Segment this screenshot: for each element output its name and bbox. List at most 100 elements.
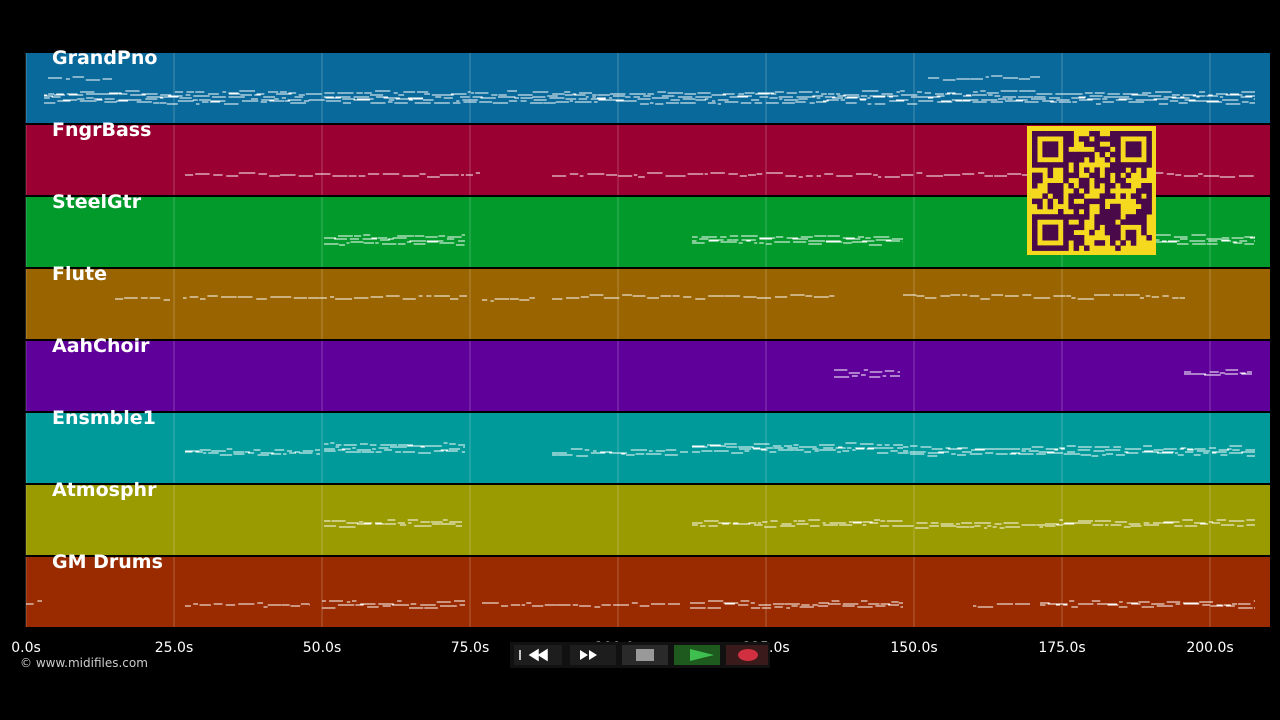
qr-module — [1146, 136, 1152, 142]
qr-module — [1063, 131, 1069, 137]
qr-module — [1115, 177, 1121, 184]
qr-module — [1042, 229, 1048, 236]
qr-module — [1141, 162, 1147, 168]
qr-module — [1052, 229, 1059, 236]
stop-button[interactable] — [622, 645, 668, 665]
qr-module — [1146, 188, 1152, 194]
qr-module — [1032, 224, 1038, 231]
qr-module — [1073, 203, 1080, 210]
time-tick-label: 200.0s — [1186, 640, 1233, 656]
qr-module — [1104, 177, 1111, 184]
qr-module — [1073, 151, 1080, 158]
qr-module — [1120, 240, 1126, 246]
qr-module — [1084, 214, 1090, 220]
qr-module — [1073, 240, 1080, 246]
qr-module — [1094, 224, 1100, 231]
qr-module — [1125, 172, 1132, 179]
qr-module — [1042, 224, 1048, 231]
qr-module — [1136, 193, 1142, 199]
qr-module — [1032, 157, 1038, 163]
qr-module — [1115, 167, 1121, 173]
qr-module — [1084, 203, 1090, 210]
qr-module — [1141, 203, 1147, 210]
qr-module — [1037, 214, 1043, 220]
qr-module — [1078, 151, 1085, 158]
credit: © www.midifiles.com — [20, 656, 148, 670]
qr-module — [1047, 131, 1054, 137]
qr-module — [1052, 141, 1059, 147]
qr-module — [1125, 235, 1132, 241]
qr-module — [1042, 146, 1048, 153]
qr-module — [1073, 224, 1080, 231]
qr-module — [1146, 157, 1152, 163]
qr-module — [1052, 183, 1059, 189]
qr-module — [1052, 245, 1059, 251]
qr-module — [1032, 219, 1038, 225]
qr-module — [1063, 219, 1069, 225]
transport-controls — [510, 642, 770, 668]
qr-module — [1115, 245, 1121, 251]
qr-module — [1032, 162, 1038, 168]
qr-module — [1032, 229, 1038, 236]
qr-module — [1068, 224, 1074, 231]
qr-module — [1104, 183, 1111, 189]
time-tick-label: 0.0s — [11, 640, 41, 656]
qr-module — [1146, 146, 1152, 153]
qr-module — [1104, 224, 1111, 231]
record-button[interactable] — [726, 645, 768, 665]
qr-module — [1052, 146, 1059, 153]
qr-module — [1032, 245, 1038, 251]
qr-module — [1032, 151, 1038, 158]
forward-button[interactable] — [570, 645, 616, 665]
qr-module — [1130, 214, 1137, 220]
qr-module — [1130, 141, 1137, 147]
qr-module — [1115, 224, 1121, 231]
qr-module — [1078, 193, 1085, 199]
qr-module — [1078, 240, 1085, 246]
qr-module — [1073, 162, 1080, 168]
qr-module — [1104, 193, 1111, 199]
qr-module — [1130, 193, 1137, 199]
qr-module — [1068, 198, 1074, 205]
qr-module — [1115, 209, 1121, 215]
qr-module — [1063, 167, 1069, 173]
qr-module — [1120, 131, 1126, 137]
qr-module — [1099, 136, 1106, 142]
qr-module — [1120, 183, 1126, 189]
qr-module — [1063, 235, 1069, 241]
qr-module — [1052, 193, 1059, 199]
track-lane — [26, 557, 1270, 627]
qr-module — [1136, 151, 1142, 158]
time-tick-label: 25.0s — [155, 640, 193, 656]
qr-module — [1058, 193, 1064, 199]
qr-module — [1099, 219, 1106, 225]
qr-module — [1141, 198, 1147, 205]
play-button[interactable] — [674, 645, 720, 665]
qr-module — [1047, 151, 1054, 158]
qr-module — [1110, 219, 1116, 225]
qr-module — [1063, 240, 1069, 246]
qr-module — [1115, 162, 1121, 168]
track-lane — [26, 341, 1270, 411]
qr-module — [1042, 162, 1048, 168]
qr-module — [1115, 203, 1121, 210]
qr-module — [1146, 198, 1152, 205]
qr-module — [1058, 209, 1064, 215]
qr-module — [1130, 162, 1137, 168]
qr-module — [1115, 172, 1121, 179]
track-lane — [26, 485, 1270, 555]
qr-module — [1125, 146, 1132, 153]
qr-module — [1120, 162, 1126, 168]
qr-module — [1120, 193, 1126, 199]
qr-module — [1032, 131, 1038, 137]
rewind-button[interactable] — [514, 645, 562, 665]
qr-module — [1063, 177, 1069, 184]
qr-module — [1136, 198, 1142, 205]
qr-module — [1115, 151, 1121, 158]
qr-module — [1146, 203, 1152, 210]
qr-module — [1089, 141, 1095, 147]
qr-module — [1094, 177, 1100, 184]
qr-module — [1037, 172, 1043, 179]
qr-module — [1141, 167, 1147, 173]
qr-module — [1047, 245, 1054, 251]
